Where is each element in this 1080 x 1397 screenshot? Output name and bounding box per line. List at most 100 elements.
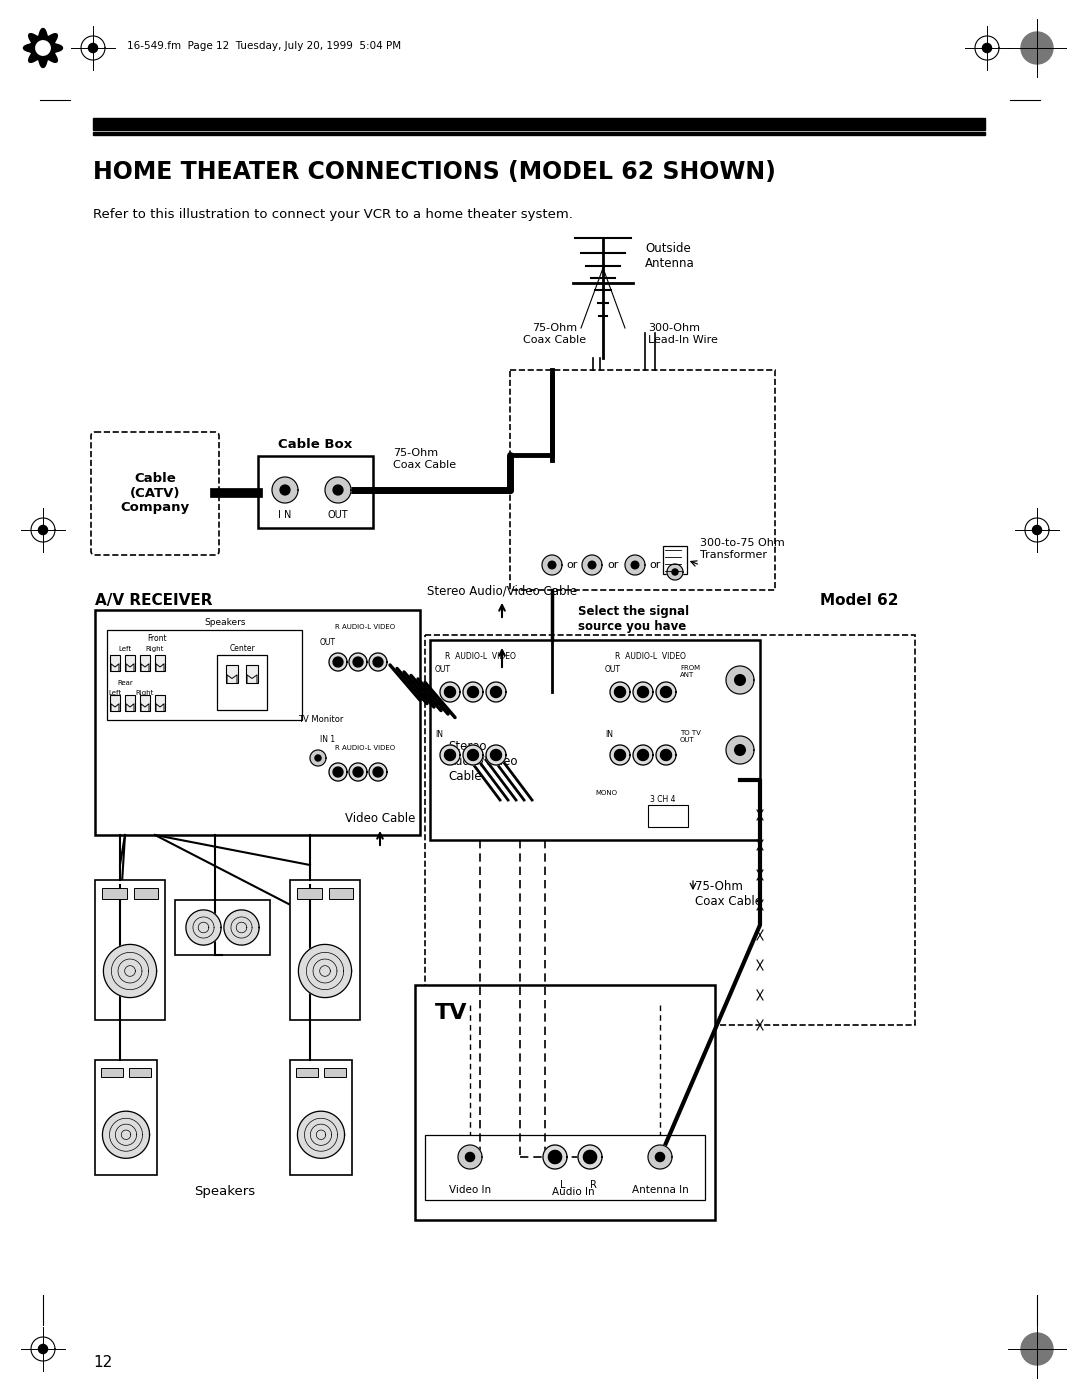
Circle shape: [656, 1153, 664, 1161]
Text: TV Monitor: TV Monitor: [298, 715, 343, 724]
Text: 75-Ohm
Coax Cable: 75-Ohm Coax Cable: [696, 880, 762, 908]
Text: Cable Box: Cable Box: [278, 439, 352, 451]
Polygon shape: [369, 763, 387, 781]
Circle shape: [315, 754, 321, 761]
Text: Speakers: Speakers: [204, 617, 246, 627]
Text: Stereo Audio/Video Cable: Stereo Audio/Video Cable: [427, 585, 577, 598]
Bar: [95, 1060, 157, 1175]
Bar: [140, 694, 150, 711]
Polygon shape: [582, 555, 602, 576]
Polygon shape: [310, 750, 326, 766]
Bar: [430, 640, 760, 840]
Polygon shape: [486, 682, 507, 703]
Polygon shape: [333, 657, 343, 666]
Polygon shape: [103, 1111, 149, 1158]
Bar: [140, 655, 150, 671]
Polygon shape: [325, 476, 351, 503]
Bar: [134, 888, 158, 900]
Circle shape: [672, 569, 678, 576]
Text: IN 1: IN 1: [320, 735, 335, 745]
Polygon shape: [726, 666, 754, 694]
Polygon shape: [298, 944, 352, 997]
Bar: [296, 1067, 318, 1077]
Text: Select the signal
source you have: Select the signal source you have: [578, 605, 689, 633]
Text: or: or: [649, 560, 661, 570]
Text: Model 62: Model 62: [820, 592, 899, 608]
FancyBboxPatch shape: [91, 432, 219, 555]
Bar: [107, 630, 302, 719]
Text: Video In: Video In: [449, 1185, 491, 1194]
Text: 3 CH 4: 3 CH 4: [650, 795, 675, 805]
Polygon shape: [329, 763, 347, 781]
Polygon shape: [726, 736, 754, 764]
Text: Front: Front: [147, 634, 166, 643]
Text: Antenna In: Antenna In: [632, 1185, 688, 1194]
Text: Stereo
Audio/Video
Cable: Stereo Audio/Video Cable: [448, 740, 518, 782]
Polygon shape: [661, 750, 672, 760]
Polygon shape: [542, 555, 562, 576]
Bar: [415, 985, 715, 1220]
Polygon shape: [468, 686, 478, 697]
Bar: [93, 117, 985, 130]
Text: 16-549.fm  Page 12  Tuesday, July 20, 1999  5:04 PM: 16-549.fm Page 12 Tuesday, July 20, 1999…: [127, 41, 401, 52]
Bar: [156, 655, 165, 671]
Polygon shape: [578, 1146, 602, 1169]
Text: Cable
(CATV)
Company: Cable (CATV) Company: [121, 472, 190, 514]
Circle shape: [333, 485, 343, 495]
Bar: [324, 1067, 346, 1077]
Text: I N: I N: [279, 510, 292, 520]
Text: 12: 12: [93, 1355, 112, 1370]
Text: OUT: OUT: [605, 665, 621, 673]
Polygon shape: [610, 682, 630, 703]
Polygon shape: [656, 745, 676, 766]
Text: Outside
Antenna: Outside Antenna: [645, 242, 694, 270]
Text: Video Cable: Video Cable: [345, 812, 415, 826]
Bar: [110, 694, 120, 711]
Polygon shape: [667, 564, 683, 580]
Bar: [663, 546, 687, 574]
Polygon shape: [656, 682, 676, 703]
Polygon shape: [486, 745, 507, 766]
Polygon shape: [615, 750, 625, 760]
Polygon shape: [463, 745, 483, 766]
Bar: [102, 888, 126, 900]
Polygon shape: [661, 686, 672, 697]
Circle shape: [39, 1344, 48, 1354]
Text: or: or: [566, 560, 578, 570]
Polygon shape: [224, 909, 259, 946]
Polygon shape: [610, 745, 630, 766]
Polygon shape: [468, 750, 478, 760]
Bar: [95, 880, 165, 1020]
Bar: [217, 655, 267, 710]
Text: MONO: MONO: [595, 789, 617, 796]
Polygon shape: [333, 767, 343, 777]
Polygon shape: [625, 555, 645, 576]
Polygon shape: [297, 1111, 345, 1158]
Polygon shape: [369, 652, 387, 671]
Bar: [93, 131, 985, 136]
Circle shape: [1032, 525, 1041, 535]
Bar: [297, 888, 322, 900]
Text: Speakers: Speakers: [194, 1185, 256, 1199]
Bar: [246, 665, 258, 683]
Polygon shape: [648, 1146, 672, 1169]
Polygon shape: [633, 682, 653, 703]
Text: TO TV
OUT: TO TV OUT: [680, 731, 701, 743]
Polygon shape: [440, 745, 460, 766]
Polygon shape: [549, 1150, 562, 1164]
Polygon shape: [373, 657, 383, 666]
Circle shape: [1021, 32, 1053, 64]
Text: R AUDIO-L VIDEO: R AUDIO-L VIDEO: [335, 745, 395, 752]
Polygon shape: [329, 652, 347, 671]
FancyBboxPatch shape: [510, 370, 775, 590]
Bar: [175, 900, 270, 956]
Text: 75-Ohm
Coax Cable: 75-Ohm Coax Cable: [393, 448, 456, 469]
Bar: [426, 1134, 705, 1200]
Polygon shape: [104, 944, 157, 997]
Bar: [328, 888, 353, 900]
Text: FROM
ANT: FROM ANT: [680, 665, 700, 678]
Polygon shape: [637, 686, 648, 697]
Text: Rear: Rear: [117, 680, 133, 686]
Polygon shape: [490, 750, 501, 760]
Polygon shape: [583, 1150, 596, 1164]
